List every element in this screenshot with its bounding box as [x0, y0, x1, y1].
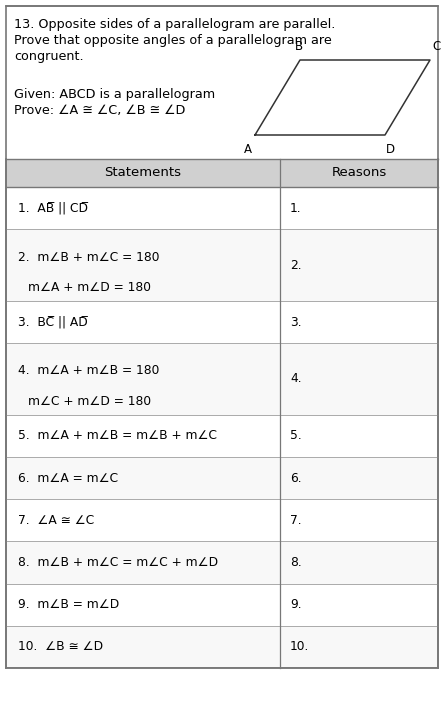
Bar	[6, 6, 438, 158]
Bar	[6, 457, 438, 499]
Bar	[6, 499, 438, 541]
Text: 5.: 5.	[290, 430, 302, 442]
Text: Prove that opposite angles of a parallelogram are: Prove that opposite angles of a parallel…	[14, 34, 332, 47]
Text: A: A	[244, 143, 252, 156]
Text: 4.: 4.	[290, 372, 301, 386]
Text: Statements: Statements	[104, 167, 182, 179]
Text: 7.  ∠A ≅ ∠C: 7. ∠A ≅ ∠C	[18, 514, 94, 527]
Text: 2.  m∠B + m∠C = 180: 2. m∠B + m∠C = 180	[18, 250, 159, 264]
Bar	[6, 584, 438, 626]
Bar	[6, 301, 438, 343]
Text: 10.: 10.	[290, 641, 309, 653]
Text: 5.  m∠A + m∠B = m∠B + m∠C: 5. m∠A + m∠B = m∠B + m∠C	[18, 430, 217, 442]
Bar	[6, 415, 438, 457]
Bar	[6, 541, 438, 584]
Bar	[6, 159, 438, 187]
Text: D: D	[385, 143, 395, 156]
Text: 9.: 9.	[290, 598, 301, 611]
Text: 7.: 7.	[290, 514, 301, 527]
Text: m∠A + m∠D = 180: m∠A + m∠D = 180	[28, 280, 151, 294]
Text: 8.: 8.	[290, 556, 302, 569]
Bar	[6, 343, 438, 415]
Text: Prove: ∠A ≅ ∠C, ∠B ≅ ∠D: Prove: ∠A ≅ ∠C, ∠B ≅ ∠D	[14, 104, 186, 117]
Bar	[6, 229, 438, 301]
Text: 1.: 1.	[290, 202, 301, 215]
Text: 9.  m∠B = m∠D: 9. m∠B = m∠D	[18, 598, 119, 611]
Text: m∠C + m∠D = 180: m∠C + m∠D = 180	[28, 395, 151, 407]
Text: 4.  m∠A + m∠B = 180: 4. m∠A + m∠B = 180	[18, 365, 159, 377]
Text: B: B	[295, 40, 303, 53]
Text: Given: ABCD is a parallelogram: Given: ABCD is a parallelogram	[14, 88, 215, 101]
Text: 6.: 6.	[290, 472, 301, 484]
Bar	[6, 187, 438, 229]
Text: C: C	[432, 40, 440, 53]
Text: 1.  AB̅ || CD̅: 1. AB̅ || CD̅	[18, 202, 88, 215]
Text: 3.: 3.	[290, 315, 301, 329]
Text: congruent.: congruent.	[14, 50, 83, 63]
Text: 8.  m∠B + m∠C = m∠C + m∠D: 8. m∠B + m∠C = m∠C + m∠D	[18, 556, 218, 569]
Text: Reasons: Reasons	[331, 167, 387, 179]
Bar	[6, 626, 438, 668]
Text: 6.  m∠A = m∠C: 6. m∠A = m∠C	[18, 472, 118, 484]
Text: 2.: 2.	[290, 259, 301, 271]
Text: 10.  ∠B ≅ ∠D: 10. ∠B ≅ ∠D	[18, 641, 103, 653]
Text: 13. Opposite sides of a parallelogram are parallel.: 13. Opposite sides of a parallelogram ar…	[14, 18, 335, 31]
Text: 3.  BC̅ || AD̅: 3. BC̅ || AD̅	[18, 315, 88, 329]
